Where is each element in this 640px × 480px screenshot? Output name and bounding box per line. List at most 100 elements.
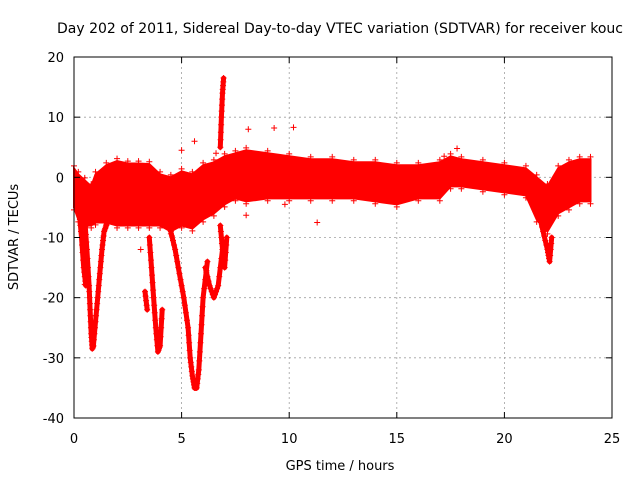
data-outlier — [454, 145, 461, 152]
data-point — [447, 150, 454, 157]
data-point — [214, 285, 221, 292]
data-point — [96, 276, 103, 283]
data-point — [204, 273, 211, 280]
data-point — [207, 285, 214, 292]
data-point — [393, 203, 400, 210]
data-point — [90, 342, 97, 349]
data-point — [286, 197, 293, 204]
data-point — [181, 302, 188, 309]
data-point — [206, 282, 213, 289]
data-point — [200, 159, 207, 166]
data-point — [329, 197, 336, 204]
data-point — [195, 366, 202, 373]
data-point — [158, 315, 165, 322]
data-point — [182, 309, 189, 316]
data-point — [415, 159, 422, 166]
data-point — [176, 270, 183, 277]
data-point — [222, 257, 229, 264]
data-point — [533, 171, 540, 178]
data-point — [150, 287, 157, 294]
data-point — [135, 224, 142, 231]
data-point — [100, 237, 107, 244]
data-point — [80, 257, 87, 264]
data-point — [547, 252, 554, 259]
data-point — [200, 294, 207, 301]
data-point — [83, 239, 90, 246]
data-point — [92, 318, 99, 325]
data-point — [329, 153, 336, 160]
data-point — [142, 293, 149, 300]
data-point — [76, 210, 83, 217]
data-point — [183, 317, 190, 324]
data-outlier — [213, 150, 220, 157]
data-point — [217, 144, 224, 151]
data-point — [542, 237, 549, 244]
x-axis-title: GPS time / hours — [286, 459, 395, 474]
data-point — [187, 359, 194, 366]
data-point — [447, 185, 454, 192]
data-outlier — [81, 281, 88, 288]
data-point — [264, 147, 271, 154]
data-point — [232, 197, 239, 204]
data-point — [167, 171, 174, 178]
data-point — [587, 153, 594, 160]
data-point — [157, 333, 164, 340]
data-point — [194, 380, 201, 387]
data-point — [81, 269, 88, 276]
data-point — [157, 168, 164, 175]
data-point — [203, 269, 210, 276]
x-tick-label: 0 — [70, 432, 78, 447]
data-point — [188, 368, 195, 375]
data-point — [92, 168, 99, 175]
data-point — [94, 300, 101, 307]
data-point — [218, 121, 225, 128]
data-point — [143, 297, 150, 304]
data-point — [82, 231, 89, 238]
data-point — [587, 200, 594, 207]
data-point — [93, 312, 100, 319]
data-point — [180, 294, 187, 301]
data-point — [178, 224, 185, 231]
data-point — [178, 282, 185, 289]
data-point — [174, 258, 181, 265]
data-point — [91, 330, 98, 337]
data-point — [167, 230, 174, 237]
data-point — [114, 224, 121, 231]
y-tick-label: 0 — [56, 171, 64, 186]
data-point — [221, 203, 228, 210]
data-point — [157, 342, 164, 349]
data-point — [547, 246, 554, 253]
data-point — [548, 234, 555, 241]
data-point — [95, 282, 102, 289]
data-point — [114, 155, 121, 162]
data-point — [80, 264, 87, 271]
data-point — [93, 306, 100, 313]
data-point — [213, 288, 220, 295]
data-point — [135, 158, 142, 165]
data-point — [436, 156, 443, 163]
data-point — [533, 218, 540, 225]
data-point — [210, 156, 217, 163]
y-axis-title: SDTVAR / TECUs — [7, 184, 22, 291]
data-outlier — [441, 153, 448, 160]
data-point — [152, 324, 159, 331]
data-point — [543, 242, 550, 249]
data-point — [173, 252, 180, 259]
data-point — [217, 228, 224, 235]
data-point — [479, 156, 486, 163]
data-point — [100, 232, 107, 239]
data-outlier — [137, 246, 144, 253]
data-point — [539, 223, 546, 230]
data-point — [187, 354, 194, 361]
data-point — [86, 300, 93, 307]
data-point — [171, 242, 178, 249]
data-point — [415, 197, 422, 204]
data-point — [372, 200, 379, 207]
data-outlier — [245, 126, 252, 133]
data-point — [199, 303, 206, 310]
series-sdtvar — [71, 75, 594, 391]
y-tick-label: -10 — [43, 232, 64, 247]
data-point — [202, 264, 209, 271]
data-point — [147, 249, 154, 256]
data-point — [197, 330, 204, 337]
